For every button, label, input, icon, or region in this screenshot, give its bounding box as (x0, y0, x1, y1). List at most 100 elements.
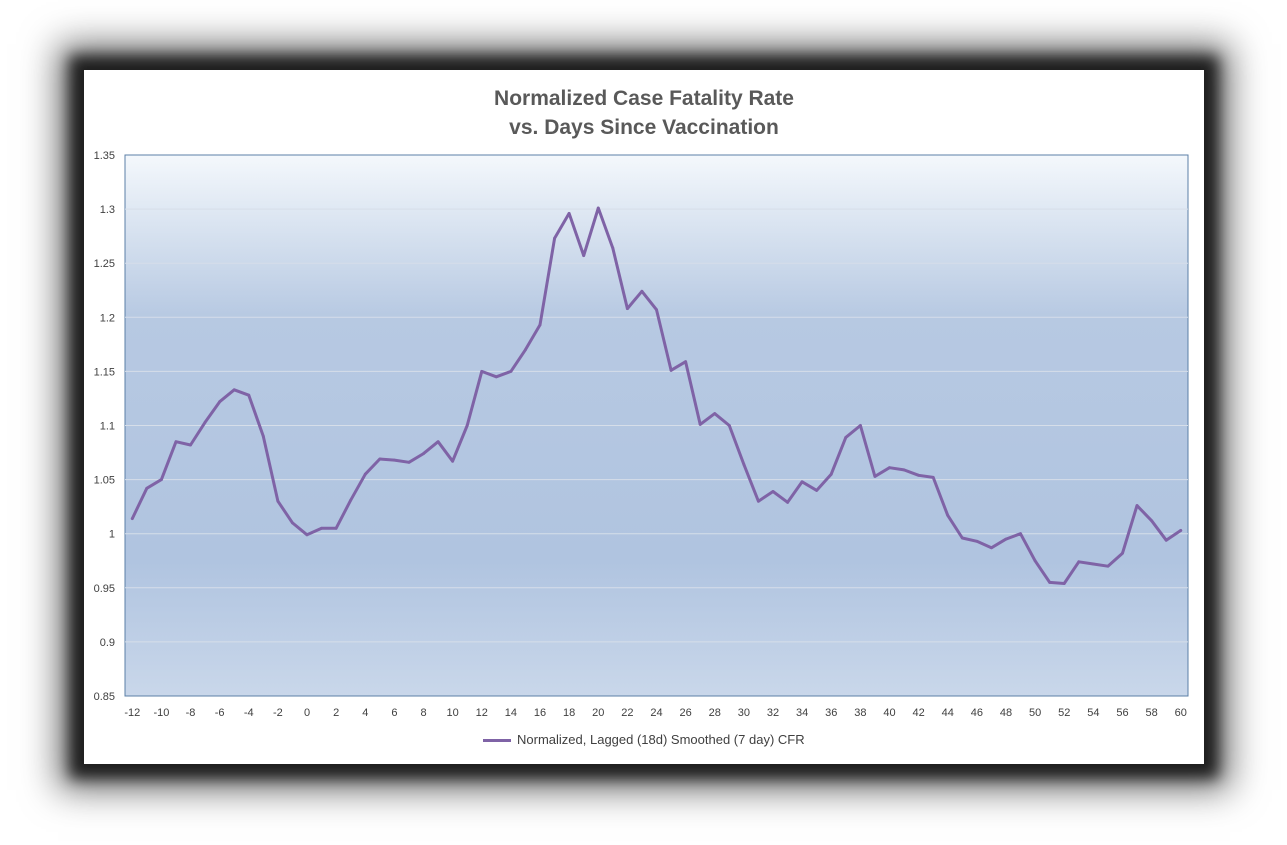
x-tick-label: 4 (362, 707, 368, 719)
data-point (640, 289, 644, 293)
chart-title: Normalized Case Fatality Rate (494, 87, 794, 110)
legend-label: Normalized, Lagged (18d) Smoothed (7 day… (517, 732, 805, 747)
y-tick-label: 1.15 (94, 366, 115, 378)
data-point (1164, 538, 1168, 542)
data-point (276, 499, 280, 503)
data-point (757, 499, 760, 503)
data-point (1062, 582, 1066, 585)
data-point (1048, 580, 1052, 584)
data-point (160, 478, 163, 481)
x-tick-label: 16 (534, 707, 546, 719)
x-tick-label: 42 (912, 707, 924, 719)
data-point (422, 452, 425, 456)
x-tick-label: -12 (124, 707, 140, 719)
data-point (392, 458, 396, 462)
x-axis: -12 -10 -8 -6 -4 -2 0 2 4 6 8 10 12 14 16 18 20 22 24 26 28 3… (124, 707, 1187, 719)
data-point (247, 393, 251, 397)
x-tick-label: 54 (1087, 707, 1099, 719)
x-tick-label: 2 (333, 707, 339, 719)
data-point (596, 206, 600, 210)
data-point (815, 489, 819, 492)
data-point (1004, 537, 1008, 541)
data-point (203, 420, 207, 424)
data-point (509, 370, 513, 373)
data-point (145, 486, 149, 490)
x-tick-label: -10 (153, 707, 169, 719)
y-tick-label: 1.25 (94, 258, 115, 270)
x-tick-label: 20 (592, 707, 604, 719)
x-tick-label: 48 (1000, 707, 1012, 719)
data-point (873, 474, 877, 478)
data-point (291, 521, 294, 525)
y-tick-label: 0.95 (94, 583, 115, 595)
data-point (465, 424, 469, 427)
y-tick-label: 0.85 (94, 691, 115, 703)
data-point (261, 434, 265, 438)
chart-frame: Normalized Case Fatality Rate vs. Days S… (84, 70, 1204, 764)
x-tick-label: 34 (796, 707, 808, 719)
x-tick-label: 14 (505, 707, 517, 719)
data-point (189, 443, 192, 447)
chart-title-block: Normalized Case Fatality Rate vs. Days S… (84, 84, 1204, 142)
data-point (1106, 564, 1110, 568)
y-tick-label: 1.2 (100, 312, 115, 324)
data-point (946, 513, 950, 517)
data-point (363, 472, 367, 476)
data-point (902, 468, 906, 472)
data-point (684, 360, 688, 364)
data-point (232, 388, 236, 392)
line-chart: 0.85 0.9 0.95 1 1.05 1.1 1.15 1.2 1.25 1.3 1.35 -1… (94, 150, 1189, 719)
x-tick-label: 22 (621, 707, 633, 719)
data-point (218, 400, 222, 404)
x-tick-label: 18 (563, 707, 575, 719)
y-tick-label: 0.9 (100, 637, 115, 649)
x-tick-label: -4 (244, 707, 254, 719)
gridlines (125, 208, 1188, 643)
data-point (829, 472, 833, 476)
data-point (917, 473, 921, 477)
x-tick-label: 44 (942, 707, 954, 719)
data-point (975, 539, 979, 543)
data-point (844, 436, 848, 439)
data-point (1091, 562, 1095, 566)
data-point (1135, 504, 1139, 507)
data-point (625, 307, 629, 311)
data-point (800, 480, 804, 484)
data-point (174, 440, 178, 444)
x-tick-label: 40 (883, 707, 895, 719)
data-point (494, 375, 498, 379)
x-tick-label: 50 (1029, 707, 1041, 719)
data-point (305, 533, 309, 537)
legend: Normalized, Lagged (18d) Smoothed (7 day… (84, 732, 1204, 747)
data-point (1077, 560, 1081, 564)
x-tick-label: 12 (476, 707, 488, 719)
data-point (742, 463, 746, 466)
x-tick-label: 10 (447, 707, 459, 719)
x-tick-label: 24 (650, 707, 662, 719)
x-tick-label: 0 (304, 707, 310, 719)
data-point (669, 368, 673, 372)
x-tick-label: 6 (391, 707, 397, 719)
chart-subtitle: vs. Days Since Vaccination (509, 116, 779, 139)
x-tick-label: 56 (1116, 707, 1128, 719)
y-tick-label: 1.1 (100, 421, 115, 433)
data-point (1179, 529, 1183, 532)
x-tick-label: -6 (215, 707, 225, 719)
x-tick-label: -2 (273, 707, 283, 719)
data-point (1121, 551, 1124, 555)
y-axis: 0.85 0.9 0.95 1 1.05 1.1 1.15 1.2 1.25 1.3 1.35 (94, 150, 115, 703)
x-tick-label: 60 (1175, 707, 1187, 719)
x-tick-label: 32 (767, 707, 779, 719)
data-point (538, 323, 542, 327)
x-tick-label: 46 (971, 707, 983, 719)
data-point (858, 424, 862, 427)
data-point (786, 500, 789, 504)
data-point (888, 466, 891, 470)
x-tick-label: 8 (420, 707, 426, 719)
data-point (931, 476, 935, 479)
x-tick-label: 58 (1145, 707, 1157, 719)
data-point (1150, 519, 1153, 523)
x-tick-label: 38 (854, 707, 866, 719)
data-point (378, 457, 382, 461)
data-point (990, 546, 993, 550)
